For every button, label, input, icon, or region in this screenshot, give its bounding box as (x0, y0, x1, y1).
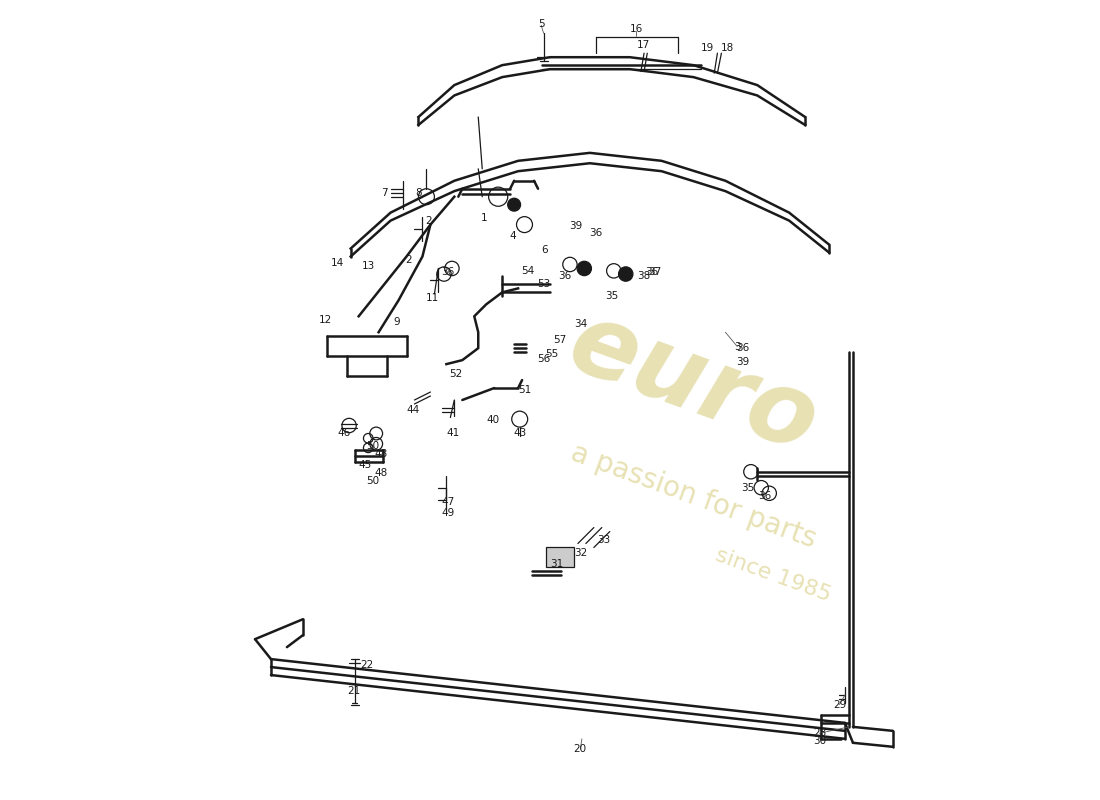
Circle shape (578, 262, 592, 276)
Text: 9: 9 (394, 317, 400, 327)
Text: 2: 2 (426, 216, 432, 226)
Text: 50: 50 (366, 442, 379, 451)
Text: 14: 14 (330, 258, 344, 268)
Text: 7: 7 (381, 188, 387, 198)
Text: a passion for parts: a passion for parts (566, 438, 820, 553)
Text: 51: 51 (518, 386, 531, 395)
Text: 5: 5 (538, 18, 544, 29)
Text: 3: 3 (734, 342, 740, 351)
Text: 12: 12 (319, 315, 332, 326)
Text: 11: 11 (426, 293, 439, 303)
Text: 36: 36 (736, 343, 749, 353)
Text: 32: 32 (574, 548, 587, 558)
Text: 50: 50 (366, 476, 379, 486)
Circle shape (618, 267, 632, 282)
Text: 54: 54 (521, 266, 535, 276)
Text: 16: 16 (629, 24, 642, 34)
Text: 38: 38 (637, 271, 651, 282)
Text: 20: 20 (574, 744, 587, 754)
Text: 34: 34 (574, 319, 587, 330)
Circle shape (508, 198, 520, 211)
Text: 31: 31 (550, 559, 563, 570)
Text: 2: 2 (405, 255, 411, 266)
Text: 13: 13 (362, 261, 375, 271)
Text: 49: 49 (441, 508, 454, 518)
Text: 29: 29 (833, 699, 846, 710)
Text: 39: 39 (736, 357, 749, 366)
Text: 48: 48 (374, 468, 387, 478)
Text: 22: 22 (360, 660, 373, 670)
Text: 4: 4 (509, 230, 516, 241)
Text: euro: euro (556, 294, 830, 474)
Text: 36: 36 (441, 267, 454, 278)
Text: 28: 28 (813, 728, 826, 738)
Text: 43: 43 (514, 429, 527, 438)
Text: 53: 53 (537, 279, 550, 290)
Text: 21: 21 (348, 686, 361, 696)
Text: 36: 36 (590, 227, 603, 238)
Text: 37: 37 (649, 267, 662, 278)
Text: 33: 33 (597, 534, 611, 545)
Text: since 1985: since 1985 (713, 545, 834, 606)
Text: 39: 39 (569, 222, 582, 231)
Text: 52: 52 (449, 370, 463, 379)
Text: 45: 45 (359, 460, 372, 470)
Text: 30: 30 (813, 736, 826, 746)
Text: 55: 55 (544, 349, 558, 358)
Text: 8: 8 (415, 188, 421, 198)
Text: 46: 46 (338, 429, 351, 438)
Text: 41: 41 (447, 429, 460, 438)
Text: 57: 57 (553, 335, 566, 346)
Bar (546, 547, 574, 567)
Text: 6: 6 (541, 245, 548, 255)
Text: 36: 36 (558, 271, 571, 282)
Text: 35: 35 (606, 291, 619, 302)
Text: 44: 44 (406, 405, 419, 414)
Text: 36: 36 (646, 267, 659, 278)
Text: 19: 19 (701, 42, 714, 53)
Text: 17: 17 (637, 40, 650, 50)
Text: 47: 47 (441, 497, 454, 507)
Text: 1: 1 (481, 214, 487, 223)
Text: 40: 40 (486, 415, 499, 425)
Text: 36: 36 (759, 490, 772, 501)
Text: 48: 48 (374, 450, 387, 459)
Text: 56: 56 (537, 354, 550, 363)
Text: 35: 35 (741, 482, 755, 493)
Text: 18: 18 (720, 42, 734, 53)
